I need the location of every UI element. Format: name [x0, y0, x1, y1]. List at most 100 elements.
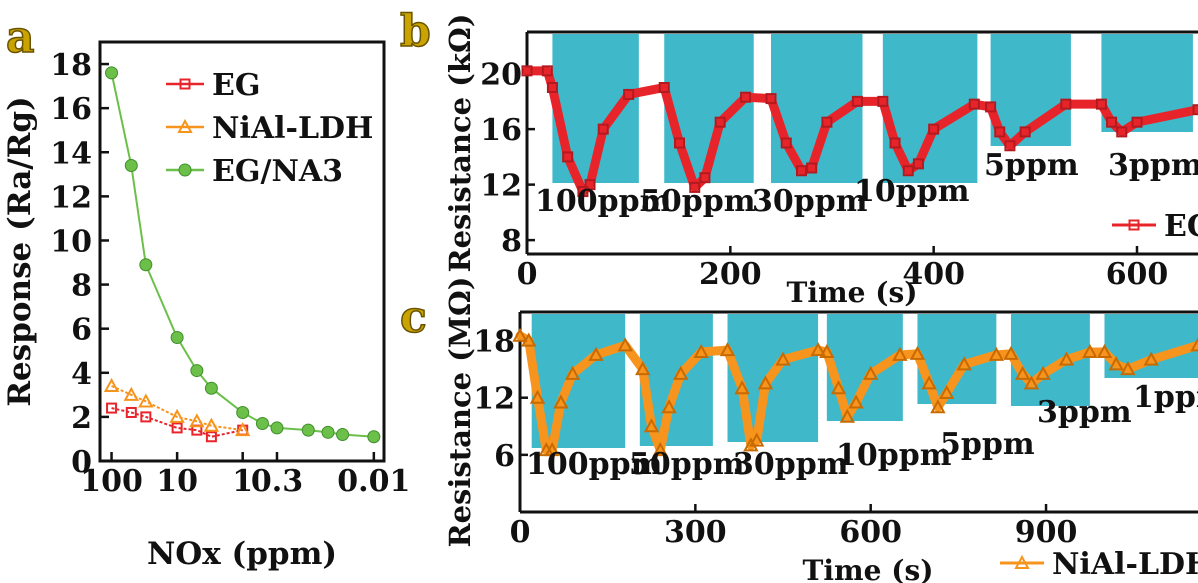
- x-axis-title: Time (s): [787, 276, 918, 309]
- plot-frame-a: [98, 40, 386, 463]
- data-point: [139, 258, 153, 272]
- xtick-label-a: 1: [232, 464, 253, 499]
- legend-label: NiAl-LDH: [212, 111, 373, 146]
- y-axis-title: Resistance (MΩ): [443, 276, 477, 547]
- data-point: [1060, 98, 1072, 110]
- data-point: [740, 91, 752, 103]
- data-point: [1082, 343, 1098, 358]
- xtick-label-a: 0.01: [337, 464, 410, 499]
- ytick-label-a: 0: [71, 445, 92, 480]
- legend-label: EG/NA3: [212, 154, 343, 189]
- concentration-label: 30ppm: [752, 184, 868, 219]
- data-point: [821, 116, 833, 128]
- xtick-label: 400: [902, 257, 965, 292]
- data-point: [301, 423, 315, 437]
- data-point: [658, 82, 670, 93]
- ytick-label: 8: [501, 224, 522, 259]
- data-point: [1116, 126, 1128, 138]
- data-point: [584, 179, 596, 191]
- panel-label-a: a: [6, 12, 35, 63]
- y-axis-title: Resistance (kΩ): [443, 13, 477, 272]
- data-point: [909, 345, 926, 360]
- data-point: [1120, 361, 1136, 376]
- x-axis-title-a: NOx (ppm): [147, 536, 337, 572]
- data-point: [661, 399, 677, 414]
- ytick-label-a: 10: [50, 224, 92, 259]
- ytick-label: 18: [473, 325, 515, 360]
- data-point: [921, 375, 937, 390]
- data-point: [336, 428, 350, 442]
- data-point: [1106, 116, 1118, 128]
- data-point: [1108, 356, 1124, 371]
- concentration-label: 1ppm: [1133, 380, 1198, 415]
- data-point: [1004, 140, 1016, 152]
- data-point: [719, 342, 736, 357]
- ytick-label-a: 14: [50, 136, 92, 171]
- ytick-label-a: 12: [50, 180, 92, 215]
- data-point: [564, 365, 581, 380]
- ytick-label-a: 4: [71, 357, 92, 392]
- data-point: [930, 399, 946, 414]
- data-point: [889, 137, 901, 149]
- data-point: [765, 93, 777, 105]
- data-point: [1131, 116, 1143, 128]
- legend-marker: [178, 163, 192, 177]
- concentration-label: 10ppm: [854, 174, 970, 209]
- data-point: [103, 377, 120, 393]
- data-point: [1023, 375, 1040, 390]
- data-point: [169, 408, 185, 423]
- gas-exposure-band: [826, 314, 903, 421]
- xtick-label: 600: [839, 515, 902, 550]
- data-point: [544, 442, 560, 457]
- concentration-label: 50ppm: [640, 184, 756, 219]
- ytick-label-a: 16: [50, 92, 92, 127]
- data-point: [734, 380, 750, 395]
- data-point: [674, 137, 685, 149]
- data-point: [693, 343, 709, 358]
- data-point: [125, 406, 137, 418]
- data-point: [780, 137, 792, 149]
- data-point: [1095, 98, 1107, 110]
- legend-label: NiAl-LDH: [1052, 547, 1198, 582]
- data-point: [848, 394, 864, 409]
- data-point: [170, 331, 184, 345]
- data-point: [546, 82, 558, 93]
- data-point: [367, 430, 381, 444]
- data-point: [749, 432, 765, 447]
- data-point: [830, 380, 847, 395]
- xtick-label: 300: [664, 515, 727, 550]
- data-point: [1035, 365, 1051, 380]
- y-axis-title-a: Response (Ra/Rg): [2, 96, 38, 406]
- data-point: [553, 394, 569, 409]
- data-point: [757, 375, 774, 390]
- data-point: [938, 384, 955, 399]
- data-point: [106, 402, 118, 414]
- data-point: [877, 95, 889, 107]
- data-point: [205, 431, 217, 443]
- data-point: [190, 364, 204, 378]
- series-line-eg: [111, 407, 243, 438]
- data-point: [235, 422, 251, 437]
- concentration-label: 3ppm: [1037, 395, 1132, 430]
- data-point: [1143, 351, 1159, 366]
- data-point: [577, 186, 589, 198]
- data-point: [1096, 343, 1113, 358]
- data-point: [673, 365, 689, 380]
- xtick-label: 600: [1106, 257, 1169, 292]
- data-point: [714, 116, 726, 128]
- data-point: [204, 381, 218, 395]
- response-curve: [522, 66, 1198, 197]
- xtick-label-a: 0.3: [251, 464, 303, 499]
- legend-marker: [1128, 219, 1140, 231]
- data-point: [968, 98, 980, 110]
- data-point: [635, 361, 651, 376]
- data-point: [617, 337, 633, 352]
- legend-marker: [1014, 554, 1030, 569]
- panel-label-c: c: [400, 292, 427, 343]
- data-point: [994, 126, 1006, 138]
- concentration-label: 5ppm: [984, 148, 1079, 183]
- data-point: [140, 411, 152, 423]
- data-point: [236, 405, 250, 419]
